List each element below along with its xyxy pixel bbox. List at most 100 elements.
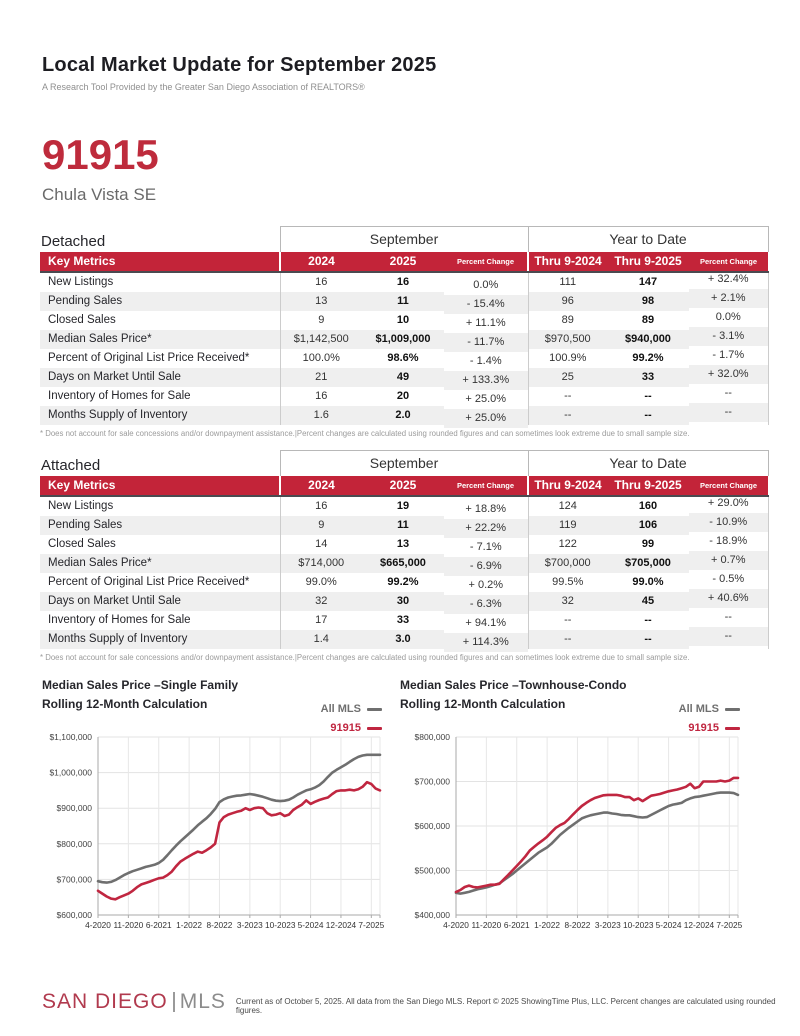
- ytd-percent-change: + 32.0%: [689, 364, 769, 384]
- ytd-2024-value: 100.9%: [527, 348, 607, 368]
- ytd-2025-value: 33: [641, 371, 655, 383]
- sep-2025-value: $1,009,000: [375, 333, 431, 345]
- ytd-2024-value: --: [527, 386, 607, 406]
- logo-mls: MLS: [179, 989, 226, 1013]
- attached-table: Attached September Year to Date Key Metr…: [40, 450, 769, 649]
- column-header-sep-2025: 2025: [362, 475, 444, 497]
- metric-label: Months Supply of Inventory: [48, 633, 188, 645]
- sep-2025-value: 99.2%: [387, 576, 419, 588]
- x-axis-label: 11-2020: [113, 920, 143, 930]
- legend-item-91915: 91915: [321, 719, 382, 738]
- table-row: Inventory of Homes for Sale 16 20 + 25.0% --…: [40, 383, 769, 406]
- x-axis-label: 10-2023: [623, 920, 654, 930]
- ytd-2025-value: 45: [641, 595, 655, 607]
- sep-2024-value: 32: [279, 591, 362, 611]
- area-name: Chula Vista SE: [42, 185, 157, 204]
- column-header-thru-9-2025: Thru 9-2025: [607, 251, 689, 273]
- section-label: Attached: [41, 456, 101, 474]
- metric-label: Days on Market Until Sale: [48, 595, 181, 607]
- ytd-percent-change: + 29.0%: [689, 492, 769, 513]
- sep-2025-value: 19: [396, 500, 410, 512]
- ytd-2025-value: $940,000: [625, 333, 671, 345]
- metric-label: Median Sales Price*: [48, 333, 152, 345]
- y-axis-label: $600,000: [57, 910, 93, 920]
- x-axis-label: 3-2023: [237, 920, 263, 930]
- table-row: Pending Sales 13 11 - 15.4% 96 98 + 2.1%: [40, 288, 769, 311]
- group-header-row: Detached September Year to Date: [40, 226, 769, 252]
- zip-code: 91915: [42, 131, 159, 178]
- y-axis-label: $500,000: [415, 866, 451, 876]
- ytd-2025-value: 99.0%: [632, 576, 664, 588]
- chart-legend: All MLS 91915: [321, 700, 382, 739]
- sep-2025-value: $665,000: [380, 557, 426, 569]
- table-footnote: * Does not account for sale concessions …: [40, 428, 690, 438]
- sep-2025-value: 11: [397, 295, 409, 307]
- x-axis-label: 1-2022: [176, 920, 202, 930]
- x-axis-label: 6-2021: [146, 920, 172, 930]
- table-row: Months Supply of Inventory 1.4 3.0 + 114.3%…: [40, 626, 769, 649]
- all-mls-line: [454, 791, 740, 896]
- zip-line-swatch: [725, 726, 740, 730]
- page-title: Local Market Update for September 2025: [42, 54, 437, 76]
- metric-label: Inventory of Homes for Sale: [48, 390, 191, 402]
- column-header-key-metrics: Key Metrics: [40, 251, 280, 273]
- section-label: Detached: [41, 232, 106, 250]
- sep-2024-value: 16: [279, 495, 362, 516]
- x-axis-label: 8-2022: [207, 920, 233, 930]
- sep-2024-value: 100.0%: [279, 348, 362, 368]
- x-axis-label: 12-2024: [684, 920, 715, 930]
- metric-label: New Listings: [48, 500, 114, 512]
- single-family-chart-block: Median Sales Price –Single Family Rollin…: [42, 676, 388, 937]
- table-row: Days on Market Until Sale 21 49 + 133.3% 25 3…: [40, 364, 769, 387]
- ytd-2025-value: 160: [638, 500, 658, 512]
- x-axis-label: 5-2024: [298, 920, 324, 930]
- y-axis-label: $1,100,000: [49, 732, 92, 742]
- x-axis-label: 8-2022: [565, 920, 591, 930]
- ytd-percent-change: --: [689, 607, 769, 627]
- legend-item-all-mls: All MLS: [321, 700, 382, 719]
- metric-label: Closed Sales: [48, 538, 116, 550]
- y-axis-label: $700,000: [415, 777, 451, 787]
- table-row: Median Sales Price* $1,142,500 $1,009,000 -…: [40, 326, 769, 349]
- ytd-2025-value: 106: [638, 519, 658, 531]
- detached-section: Detached September Year to Date Key Metr…: [40, 226, 769, 438]
- ytd-2024-value: 119: [527, 515, 607, 535]
- legend-label-all-mls: All MLS: [678, 703, 719, 715]
- sep-percent-change: + 0.2%: [468, 579, 504, 591]
- sep-percent-change: + 133.3%: [462, 374, 510, 386]
- zip-line-swatch: [367, 726, 382, 730]
- table-row: Percent of Original List Price Received*…: [40, 569, 769, 592]
- sep-2024-value: $714,000: [279, 553, 362, 573]
- ytd-2025-value: --: [644, 409, 652, 421]
- sep-2024-value: 1.4: [279, 629, 362, 649]
- ytd-percent-change: + 0.7%: [689, 550, 769, 570]
- y-axis-label: $900,000: [57, 803, 93, 813]
- townhouse-condo-chart: $400,000 $500,000 $600,000 $700,000 $800,000…: [415, 732, 743, 930]
- ytd-2025-value: --: [644, 614, 652, 626]
- y-axis-label: $800,000: [57, 839, 93, 849]
- ytd-percent-change: - 3.1%: [689, 326, 769, 346]
- sep-2024-value: 16: [279, 386, 362, 406]
- ytd-2024-value: 111: [527, 271, 607, 292]
- logo-divider: [172, 991, 175, 1012]
- 91915-line: [454, 776, 740, 894]
- x-axis-label: 4-2020: [85, 920, 111, 930]
- sep-percent-change: + 11.1%: [465, 317, 506, 329]
- footer-disclaimer: Current as of October 5, 2025. All data …: [235, 997, 776, 1015]
- ytd-2024-value: 122: [527, 534, 607, 554]
- ytd-2024-value: $970,500: [527, 329, 607, 349]
- sep-2025-value: 98.6%: [387, 352, 419, 364]
- attached-section: Attached September Year to Date Key Metr…: [40, 450, 769, 662]
- sep-2025-value: 11: [397, 519, 409, 531]
- ytd-2025-value: --: [644, 390, 652, 402]
- chart-title-line1: Median Sales Price –Townhouse-Condo: [400, 678, 627, 692]
- 91915-line: [96, 781, 382, 901]
- ytd-percent-change: + 2.1%: [689, 288, 769, 308]
- metric-label: Inventory of Homes for Sale: [48, 614, 191, 626]
- chart-title-line2: Rolling 12-Month Calculation: [400, 696, 566, 711]
- chart-title-line1: Median Sales Price –Single Family: [42, 678, 239, 692]
- sep-2025-value: 13: [396, 538, 410, 550]
- table-footnote: * Does not account for sale concessions …: [40, 652, 690, 662]
- table-row: Median Sales Price* $714,000 $665,000 - 6.9…: [40, 550, 769, 573]
